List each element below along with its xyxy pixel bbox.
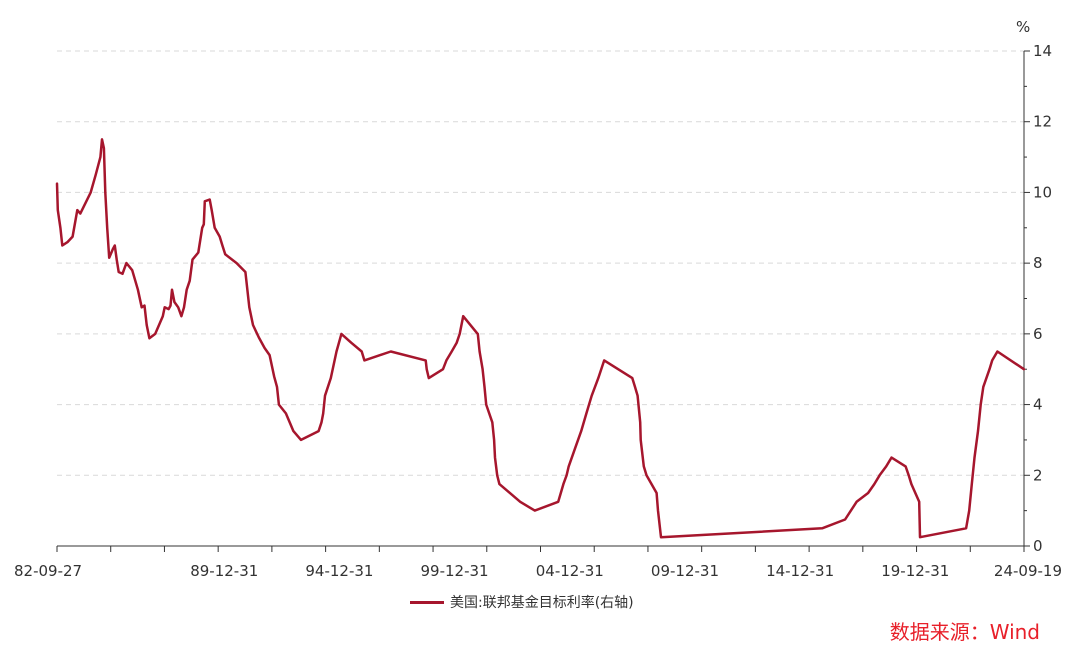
line-chart: 82-09-27 89-12-31 94-12-31 99-12-31 04-12-31… xyxy=(14,18,1062,580)
y-tick-label: 12 xyxy=(1033,113,1052,131)
x-axis: 82-09-27 89-12-31 94-12-31 99-12-31 04-12-31… xyxy=(14,545,1062,580)
x-tick-label: 89-12-31 xyxy=(190,562,258,580)
series-line xyxy=(55,138,1026,539)
y-tick-label: 6 xyxy=(1033,325,1043,343)
x-tick-label: 94-12-31 xyxy=(305,562,373,580)
y-axis-unit-label: % xyxy=(1016,18,1030,36)
y-tick-label: 8 xyxy=(1033,254,1043,272)
x-tick-label: 04-12-31 xyxy=(536,562,604,580)
y-tick-label: 14 xyxy=(1033,42,1052,60)
x-tick-label: 09-12-31 xyxy=(651,562,719,580)
x-tick-label: 99-12-31 xyxy=(421,562,489,580)
x-tick-label: 14-12-31 xyxy=(766,562,834,580)
legend-label: 美国:联邦基金目标利率(右轴) xyxy=(450,595,634,611)
y-tick-label: 4 xyxy=(1033,396,1043,414)
x-tick-label: 24-09-19 xyxy=(994,562,1062,580)
x-tick-label: 82-09-27 xyxy=(14,562,82,580)
series-layer xyxy=(55,138,1026,539)
y-axis: 0 2 4 6 8 10 12 14 xyxy=(1023,42,1052,555)
legend: 美国:联邦基金目标利率(右轴) xyxy=(410,592,634,612)
legend-swatch xyxy=(410,600,444,604)
grid-lines xyxy=(57,50,1024,476)
y-tick-label: 10 xyxy=(1033,183,1052,201)
y-tick-label: 2 xyxy=(1033,466,1043,484)
data-source-note: 数据来源：Wind xyxy=(889,620,1040,644)
y-tick-label: 0 xyxy=(1033,537,1043,555)
x-tick-label: 19-12-31 xyxy=(881,562,949,580)
